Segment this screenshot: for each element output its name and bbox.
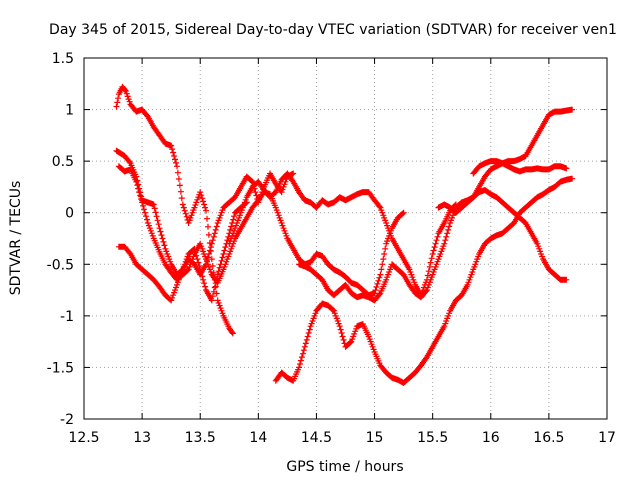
- series-markers: [435, 106, 576, 216]
- x-tick-label: 13: [133, 430, 151, 446]
- series-markers: [226, 170, 459, 299]
- series-markers: [115, 199, 250, 304]
- series-markers: [113, 83, 236, 337]
- y-axis-label: SDTVAR / TECUs: [8, 181, 24, 296]
- x-tick-label: 17: [598, 430, 616, 446]
- series-satellite-5: [226, 170, 459, 299]
- x-axis-label: GPS time / hours: [286, 459, 403, 475]
- chart-title: Day 345 of 2015, Sidereal Day-to-day VTE…: [49, 22, 617, 38]
- x-tick-label: 13.5: [185, 430, 216, 446]
- axis-ticks: 12.5 13 13.5 14 14.5 15 15.5 16 16.5 17 -2 -1.5 -1 -0…: [47, 51, 616, 446]
- y-tick-label: -0.5: [47, 257, 74, 273]
- x-tick-label: 12.5: [68, 430, 99, 446]
- y-tick-label: 1: [65, 103, 74, 119]
- series-satellite-3: [115, 199, 250, 304]
- y-tick-label: -2: [60, 412, 74, 428]
- x-tick-label: 15.5: [417, 430, 448, 446]
- series-satellite-4: [115, 163, 407, 299]
- y-tick-label: -1.5: [47, 360, 74, 376]
- series-satellite-6: [272, 175, 576, 386]
- x-tick-label: 14.5: [301, 430, 332, 446]
- y-tick-label: 1.5: [52, 51, 74, 67]
- series-satellite-1: [113, 83, 236, 337]
- x-tick-label: 16.5: [533, 430, 564, 446]
- data-series: [113, 83, 576, 386]
- series-markers: [115, 163, 407, 299]
- x-tick-label: 16: [482, 430, 500, 446]
- x-tick-label: 14: [249, 430, 267, 446]
- series-satellite-9: [435, 106, 576, 216]
- plot-frame: [83, 57, 608, 420]
- y-tick-label: -1: [60, 309, 74, 325]
- y-tick-label: 0: [65, 206, 74, 222]
- x-tick-label: 15: [366, 430, 384, 446]
- y-tick-label: 0.5: [52, 154, 74, 170]
- grid-lines: [84, 58, 607, 419]
- series-markers: [272, 175, 576, 386]
